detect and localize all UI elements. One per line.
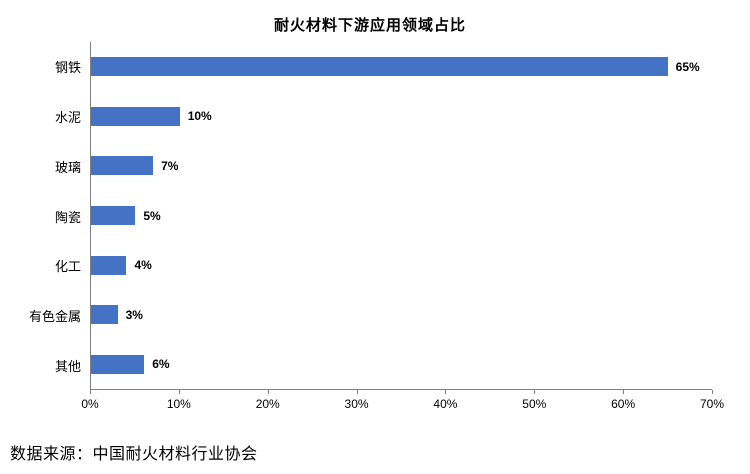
source-note: 数据来源：中国耐火材料行业协会 [10,446,258,463]
bar-value-label: 65% [675,59,700,74]
x-tick-mark [178,390,180,394]
y-axis-label: 玻璃 [54,159,81,175]
x-tick-label: 30% [344,397,369,411]
x-tick-mark [623,390,625,394]
bar [91,255,127,275]
x-tick-label: 20% [255,397,280,411]
bar-chart: 钢铁水泥玻璃陶瓷化工有色金属其他 65% 10% 7% 5% 4% 3% 6% [0,42,712,390]
x-tick-mark [267,390,269,394]
bar [91,57,668,77]
bar-row: 65% [91,42,712,92]
x-tick-mark [356,390,358,394]
plot-area: 65% 10% 7% 5% 4% 3% 6% [90,42,712,390]
bar-value-label: 10% [187,109,212,124]
x-tick-mark [445,390,447,394]
bar-row: 4% [91,240,712,290]
bar-row: 5% [91,191,712,241]
y-axis-label: 化工 [54,259,81,275]
x-tick-mark [90,390,91,394]
x-tick-mark [712,390,713,394]
bar-value-label: 4% [134,258,152,273]
y-axis-label: 钢铁 [54,60,81,76]
x-tick-label: 50% [522,397,547,411]
x-tick-label: 70% [699,397,725,411]
x-tick-label: 0% [81,397,99,411]
bar [91,305,118,325]
y-axis-label: 水泥 [54,110,81,126]
x-axis: 0% 10% 20% 30% 40% 50% 60% 70% [81,390,724,414]
y-axis-labels: 钢铁水泥玻璃陶瓷化工有色金属其他 [0,42,90,390]
x-tick-label: 10% [166,397,191,411]
y-axis-label: 陶瓷 [54,209,81,225]
x-tick-mark [534,390,536,394]
bar [91,156,154,176]
x-tick-label: 60% [611,397,636,411]
chart-title: 耐火材料下游应用领域占比 [273,17,466,34]
y-axis-label: 有色金属 [28,308,81,324]
bar-value-label: 7% [161,158,179,173]
bar-value-label: 5% [143,208,161,223]
bar-row: 10% [91,92,712,142]
bar-row: 6% [91,339,712,389]
bar-value-label: 6% [152,357,170,372]
bar-value-label: 3% [125,307,143,322]
bar [91,354,145,374]
bar [91,106,180,126]
bar-row: 3% [91,290,712,340]
y-axis-label: 其他 [54,358,81,374]
bar-row: 7% [91,141,712,191]
x-tick-label: 40% [433,397,458,411]
bar [91,206,136,226]
